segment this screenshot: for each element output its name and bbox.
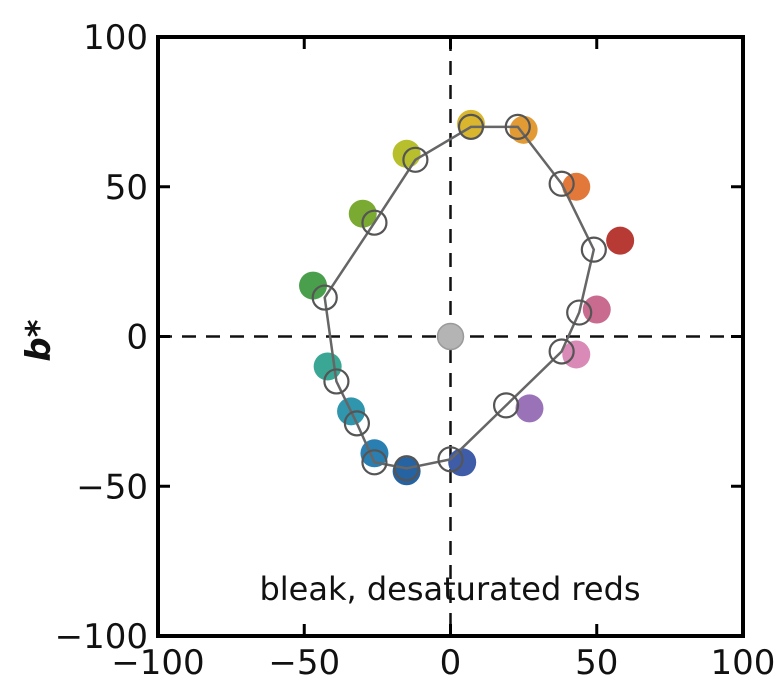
open-marker-10 [361, 209, 388, 236]
y-tick-label-0: −100 [55, 617, 148, 657]
open-marker-12 [457, 113, 485, 140]
open-marker-4 [437, 446, 464, 473]
x-tick-label-2: 0 [440, 643, 462, 683]
open-marker-1 [566, 299, 593, 326]
open-marker-14 [548, 170, 575, 197]
open-series-line [323, 125, 596, 470]
filled-marker-0 [606, 226, 635, 255]
x-tick-label-4: 100 [711, 643, 776, 683]
open-marker-6 [361, 449, 388, 476]
x-tick-label-0: −100 [111, 643, 204, 683]
y-tick-label-2: 0 [126, 318, 148, 358]
axis-ticks [156, 35, 745, 638]
neutral-marker [436, 322, 465, 351]
open-marker-5 [393, 455, 420, 482]
y-tick-label-4: 100 [83, 18, 148, 58]
open-marker-0 [580, 236, 607, 263]
open-marker-11 [402, 146, 429, 173]
open-marker-9 [311, 284, 338, 311]
filled-marker-2 [562, 340, 591, 369]
x-tick-label-3: 50 [575, 643, 618, 683]
y-axis-label: b* [19, 319, 59, 361]
axis-tick-labels: −100 −50 0 50 100 −100 −50 0 50 100 [55, 18, 776, 683]
filled-marker-3 [515, 394, 544, 423]
open-marker-13 [504, 113, 531, 140]
annotation-text: bleak, desaturated reds [259, 570, 640, 608]
x-tick-label-1: −50 [268, 643, 340, 683]
y-tick-label-1: −50 [76, 467, 148, 507]
y-tick-label-3: 50 [105, 168, 148, 208]
filled-marker-10 [348, 199, 377, 228]
open-marker-3 [492, 392, 520, 419]
open-marker-2 [548, 338, 575, 365]
open-marker-7 [343, 410, 370, 437]
filled-marker-11 [392, 139, 421, 168]
filled-marker-9 [299, 271, 328, 300]
filled-marker-8 [313, 352, 342, 381]
filled-marker-13 [509, 115, 538, 144]
open-marker-8 [323, 368, 350, 395]
filled-marker-1 [582, 295, 611, 324]
plot-area [156, 35, 745, 638]
